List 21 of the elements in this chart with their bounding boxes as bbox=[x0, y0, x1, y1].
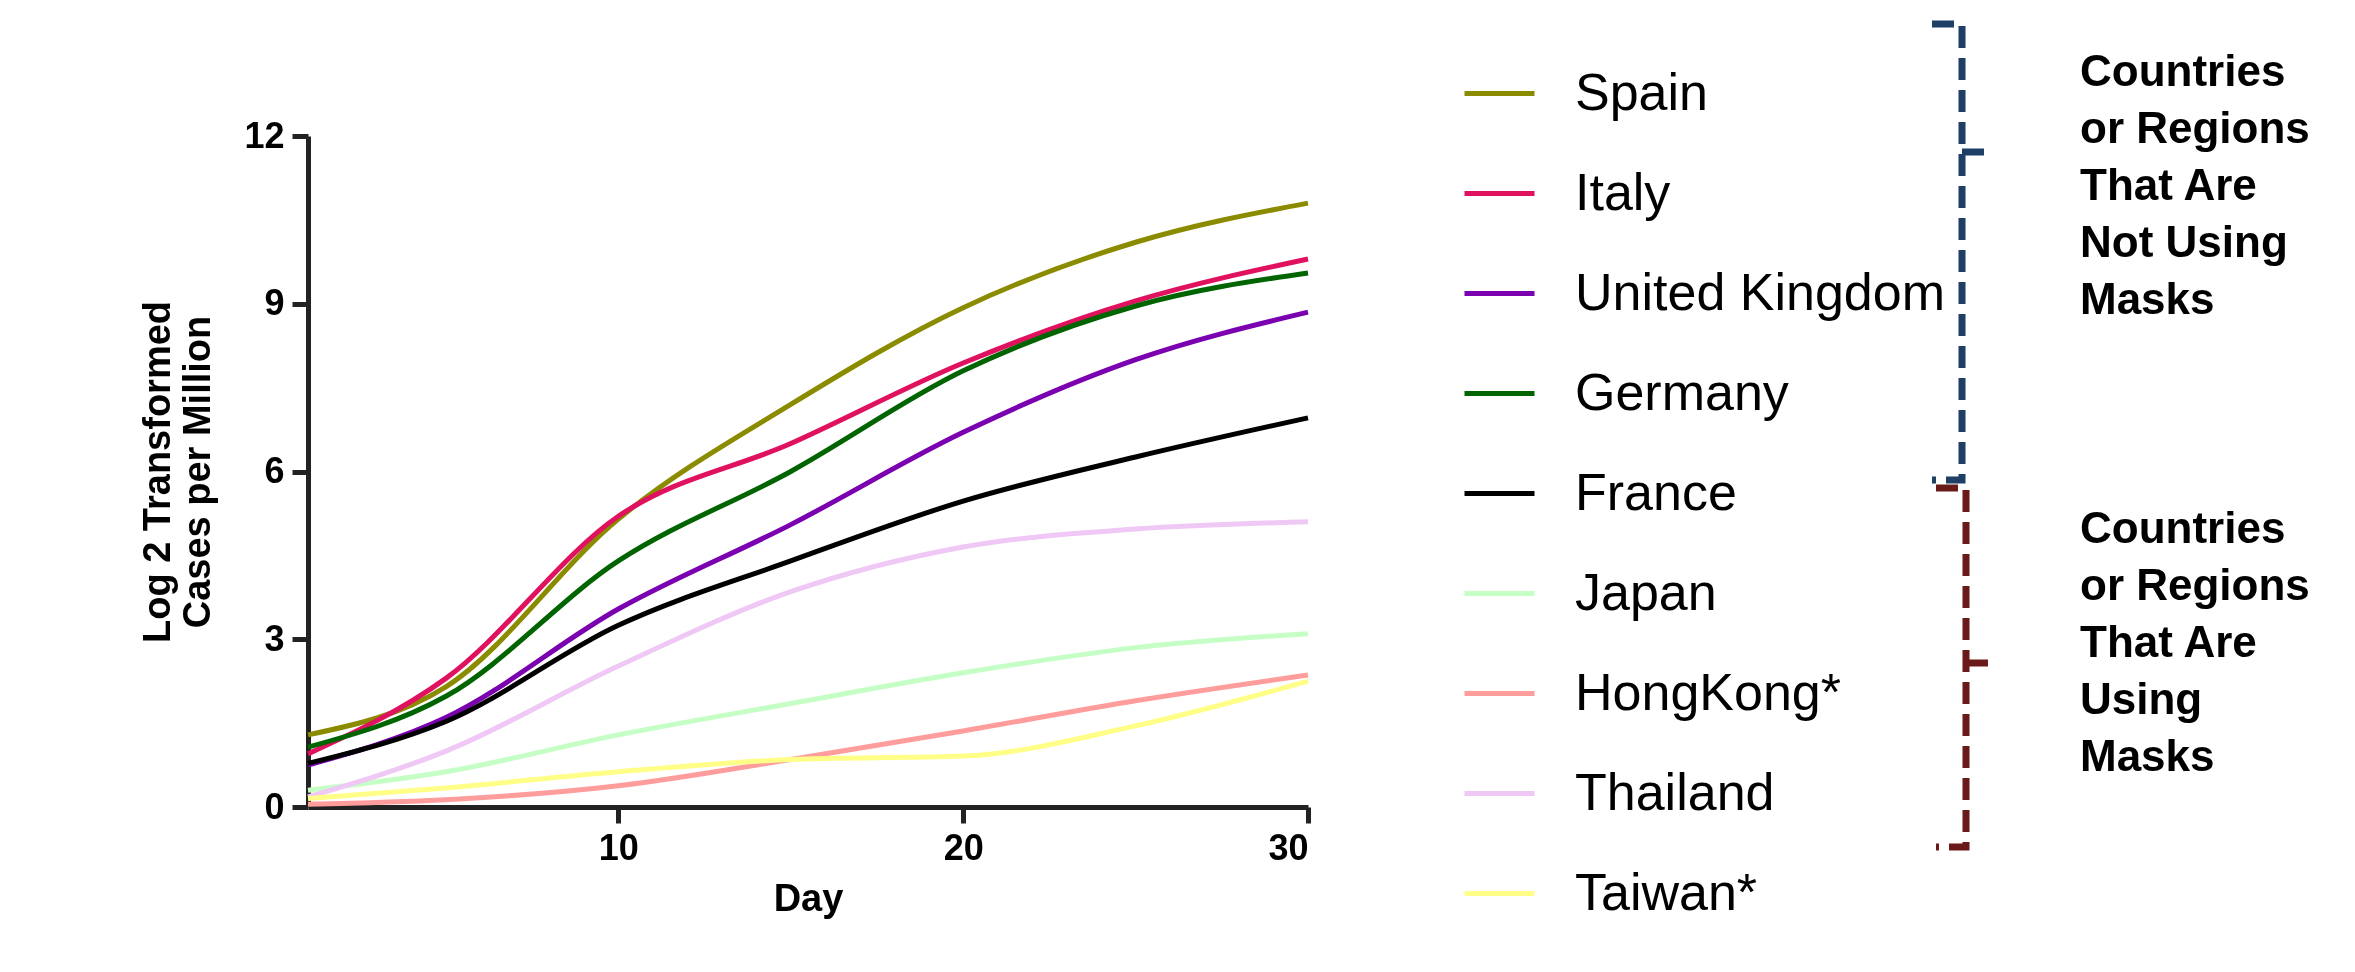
legend-label: Taiwan* bbox=[1575, 862, 1758, 921]
text: Countries or Regions That Are Not Using Masks bbox=[2080, 45, 2311, 325]
legend-label: United Kingdom bbox=[1575, 262, 1945, 321]
y-tick-label: 9 bbox=[264, 282, 285, 324]
x-axis-title: Day bbox=[773, 876, 844, 919]
x-tick-label: 30 bbox=[1268, 826, 1309, 868]
x-tick-label: 10 bbox=[598, 826, 639, 868]
y-axis-title: Log 2 Transformed Cases per Million bbox=[136, 300, 219, 644]
y-tick-label: 0 bbox=[264, 785, 285, 827]
legend-label: Italy bbox=[1575, 162, 1671, 221]
legend-label: HongKong* bbox=[1575, 662, 1841, 721]
legend-label: Thailand bbox=[1575, 762, 1775, 821]
legend-label: Spain bbox=[1575, 62, 1708, 121]
text: Countries or Regions That Are Using Masks bbox=[2080, 502, 2311, 782]
y-tick-label: 6 bbox=[264, 450, 285, 491]
legend-label: France bbox=[1575, 462, 1737, 521]
y-tick-label: 3 bbox=[264, 617, 285, 659]
legend-label: Germany bbox=[1575, 362, 1789, 421]
legend-label: Japan bbox=[1575, 562, 1717, 621]
y-tick-label: 12 bbox=[244, 114, 285, 156]
x-tick-label: 20 bbox=[943, 826, 984, 868]
